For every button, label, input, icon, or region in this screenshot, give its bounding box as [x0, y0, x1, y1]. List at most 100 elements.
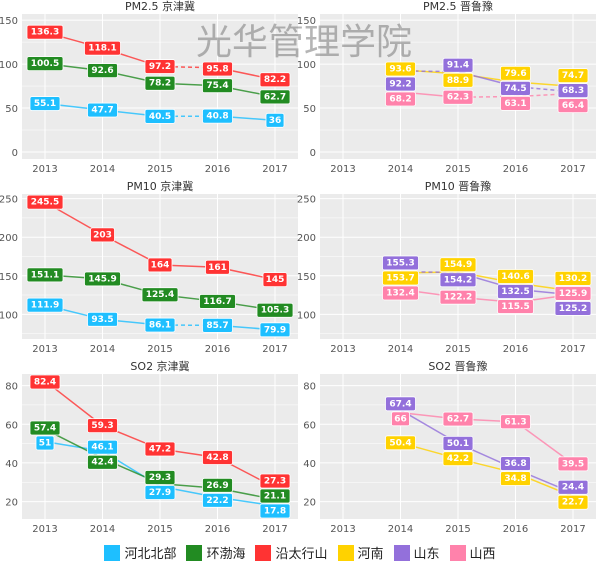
data-label-box — [144, 75, 176, 91]
data-label: 61.3 — [504, 417, 526, 427]
x-tick-label: 2014 — [90, 164, 115, 175]
data-label: 22.2 — [206, 496, 228, 506]
x-tick-label: 2015 — [147, 344, 172, 355]
data-label-box — [385, 396, 416, 412]
data-label-box — [26, 297, 64, 313]
data-label: 42.4 — [91, 458, 113, 468]
data-label: 74.7 — [562, 71, 584, 81]
y-tick-label: 150 — [297, 272, 316, 283]
data-label: 122.2 — [444, 293, 472, 303]
x-tick-label: 2016 — [205, 164, 230, 175]
data-label: 51 — [39, 438, 52, 448]
data-label-box — [382, 270, 419, 286]
chart-panels: 2013 2014 2015 2016 2017 0 50 100 150 PM2.5 京津冀 13… — [0, 0, 596, 535]
data-label: 155.3 — [386, 258, 414, 268]
x-tick-label: 2014 — [388, 344, 413, 355]
data-label-box — [87, 102, 118, 118]
data-label-box — [144, 59, 176, 74]
legend-item: 山东 — [393, 543, 440, 562]
data-label-box — [259, 72, 291, 88]
legend-item: 沿太行山 — [255, 543, 328, 562]
data-label-box — [26, 194, 64, 210]
data-label: 91.4 — [447, 61, 469, 71]
data-label-box — [259, 473, 291, 489]
panel-title: PM10 晋鲁豫 — [425, 179, 492, 193]
data-label: 153.7 — [386, 273, 414, 283]
data-label-box — [500, 471, 531, 486]
data-label: 125.2 — [559, 304, 587, 314]
data-label-box — [202, 78, 233, 94]
data-label-box — [87, 418, 118, 434]
data-label-box — [554, 271, 592, 286]
data-label: 161 — [208, 263, 227, 273]
data-label-box — [442, 451, 474, 467]
data-label-box — [84, 40, 121, 56]
data-label: 42.2 — [447, 454, 469, 464]
data-label: 132.4 — [386, 288, 414, 298]
data-label: 46.1 — [91, 443, 113, 453]
data-label: 55.1 — [34, 99, 56, 109]
data-label: 95.8 — [206, 65, 228, 75]
legend-swatch — [449, 544, 466, 561]
data-label: 93.5 — [91, 315, 113, 325]
data-label: 132.5 — [501, 287, 529, 297]
data-label-box — [500, 80, 531, 96]
data-label-box — [554, 286, 592, 301]
data-label: 145.9 — [88, 274, 116, 284]
x-tick-label: 2014 — [90, 344, 115, 355]
data-label-box — [202, 450, 233, 465]
legend-swatch — [337, 544, 354, 561]
x-tick-label: 2014 — [388, 164, 413, 175]
data-label-box — [391, 411, 410, 427]
data-label-box — [439, 289, 477, 305]
data-label-box — [500, 456, 531, 471]
data-label-box — [147, 257, 173, 273]
data-label: 154.9 — [444, 260, 472, 270]
data-label-box — [382, 255, 419, 271]
y-tick-label: 20 — [5, 498, 18, 509]
data-label-box — [84, 271, 121, 287]
data-label: 66.4 — [562, 101, 584, 111]
panel-title: PM10 京津冀 — [127, 179, 194, 193]
legend-item: 河北北部 — [104, 543, 176, 562]
data-label-box — [500, 95, 531, 111]
y-tick-label: 60 — [5, 420, 18, 431]
y-tick-label: 50 — [303, 104, 316, 115]
x-tick-label: 2013 — [330, 164, 355, 175]
data-label-box — [265, 112, 285, 128]
data-label: 203 — [93, 230, 112, 240]
data-label: 42.8 — [206, 453, 228, 463]
data-label-box — [497, 269, 534, 284]
data-label-box — [205, 259, 230, 275]
data-label: 40.5 — [149, 112, 171, 122]
x-tick-label: 2013 — [32, 344, 57, 355]
data-label-box — [557, 456, 589, 472]
data-label-box — [202, 61, 233, 77]
data-label: 68.3 — [562, 86, 584, 96]
x-tick-label: 2013 — [330, 524, 355, 535]
data-label-box — [144, 470, 176, 485]
data-label-box — [144, 441, 176, 457]
data-label: 36 — [269, 116, 282, 126]
data-label: 34.8 — [504, 474, 526, 484]
legend-item: 河南 — [337, 543, 384, 562]
y-tick-label: 0 — [12, 148, 18, 159]
data-label: 105.3 — [261, 306, 289, 316]
data-label: 24.4 — [562, 483, 584, 493]
data-label-box — [557, 479, 589, 495]
data-label: 82.2 — [264, 75, 286, 85]
x-tick-label: 2017 — [560, 344, 585, 355]
x-tick-label: 2013 — [32, 524, 57, 535]
panel: 2013 2014 2015 2016 2017 20 40 60 80 SO2 京津冀 82.4 5… — [5, 359, 298, 535]
y-tick-label: 60 — [303, 420, 316, 431]
legend-label: 山西 — [469, 547, 496, 562]
data-label-box — [202, 492, 233, 508]
data-label-box — [29, 96, 61, 111]
data-label: 100.5 — [31, 59, 59, 69]
data-label: 27.9 — [149, 488, 171, 498]
x-tick-label: 2017 — [262, 524, 287, 535]
data-label: 125.9 — [559, 289, 587, 299]
legend-label: 河北北部 — [124, 547, 177, 562]
data-label-box — [259, 89, 291, 105]
data-label-box — [385, 61, 416, 77]
